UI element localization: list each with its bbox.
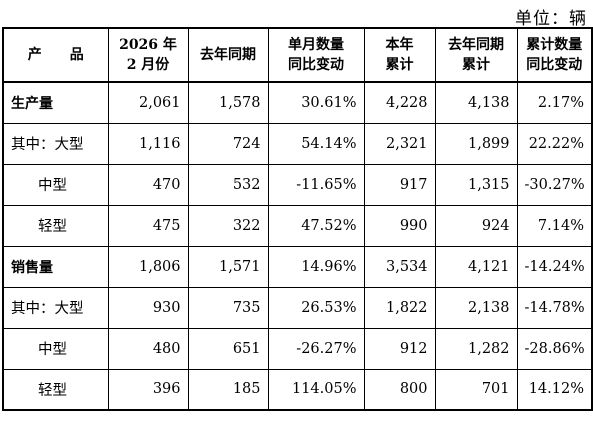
row-label: 其中：大型 — [2, 122, 109, 165]
cell-feb: 1,806 — [107, 245, 189, 288]
cell-ytd: 4,228 — [363, 81, 436, 124]
cell-last-year-ytd: 1,282 — [434, 327, 518, 370]
cell-last-year: 532 — [187, 163, 269, 206]
cell-month-yoy: 26.53% — [267, 286, 365, 329]
cell-last-year-ytd: 924 — [434, 204, 518, 247]
header-row: 产 品 2026 年 2 月份 去年同期 单月数量 同比变动 本年 累计 去年同… — [2, 27, 593, 83]
table-row-production: 生产量 2,061 1,578 30.61% 4,228 4,138 2.17% — [2, 81, 593, 124]
row-label: 轻型 — [2, 204, 109, 247]
cell-month-yoy: 114.05% — [267, 368, 365, 411]
cell-feb: 1,116 — [107, 122, 189, 165]
cell-last-year: 651 — [187, 327, 269, 370]
cell-last-year-ytd: 1,899 — [434, 122, 518, 165]
cell-month-yoy: -26.27% — [267, 327, 365, 370]
cell-feb: 930 — [107, 286, 189, 329]
header-product: 产 品 — [2, 27, 109, 83]
table-row-production-large: 其中：大型 1,116 724 54.14% 2,321 1,899 22.22… — [2, 122, 593, 165]
cell-ytd-yoy: -14.78% — [516, 286, 593, 329]
row-label: 中型 — [2, 327, 109, 370]
cell-last-year-ytd: 1,315 — [434, 163, 518, 206]
cell-month-yoy: 30.61% — [267, 81, 365, 124]
row-label: 轻型 — [2, 368, 109, 411]
row-label: 销售量 — [2, 245, 109, 288]
cell-ytd: 990 — [363, 204, 436, 247]
header-last-year-ytd: 去年同期 累计 — [434, 27, 518, 83]
header-month-yoy: 单月数量 同比变动 — [267, 27, 365, 83]
row-label: 其中：大型 — [2, 286, 109, 329]
cell-month-yoy: 47.52% — [267, 204, 365, 247]
header-last-year: 去年同期 — [187, 27, 269, 83]
cell-ytd: 1,822 — [363, 286, 436, 329]
table-row-sales-large: 其中：大型 930 735 26.53% 1,822 2,138 -14.78% — [2, 286, 593, 329]
cell-last-year-ytd: 701 — [434, 368, 518, 411]
production-sales-table: 产 品 2026 年 2 月份 去年同期 单月数量 同比变动 本年 累计 去年同… — [2, 27, 593, 411]
cell-last-year-ytd: 2,138 — [434, 286, 518, 329]
cell-ytd: 917 — [363, 163, 436, 206]
unit-label: 单位：辆 — [515, 9, 587, 29]
cell-ytd-yoy: 2.17% — [516, 81, 593, 124]
cell-last-year-ytd: 4,138 — [434, 81, 518, 124]
header-ytd: 本年 累计 — [363, 27, 436, 83]
cell-ytd-yoy: 14.12% — [516, 368, 593, 411]
header-ytd-yoy: 累计数量 同比变动 — [516, 27, 593, 83]
cell-ytd: 912 — [363, 327, 436, 370]
cell-month-yoy: 54.14% — [267, 122, 365, 165]
cell-ytd-yoy: -28.86% — [516, 327, 593, 370]
cell-ytd: 800 — [363, 368, 436, 411]
table-row-sales: 销售量 1,806 1,571 14.96% 3,534 4,121 -14.2… — [2, 245, 593, 288]
cell-feb: 475 — [107, 204, 189, 247]
cell-last-year-ytd: 4,121 — [434, 245, 518, 288]
table-row-production-medium: 中型 470 532 -11.65% 917 1,315 -30.27% — [2, 163, 593, 206]
cell-month-yoy: 14.96% — [267, 245, 365, 288]
cell-ytd: 2,321 — [363, 122, 436, 165]
header-feb: 2026 年 2 月份 — [107, 27, 189, 83]
cell-ytd-yoy: -30.27% — [516, 163, 593, 206]
cell-last-year: 185 — [187, 368, 269, 411]
cell-ytd-yoy: 7.14% — [516, 204, 593, 247]
cell-feb: 396 — [107, 368, 189, 411]
cell-feb: 2,061 — [107, 81, 189, 124]
cell-last-year: 735 — [187, 286, 269, 329]
table-row-sales-light: 轻型 396 185 114.05% 800 701 14.12% — [2, 368, 593, 411]
cell-last-year: 724 — [187, 122, 269, 165]
cell-ytd-yoy: 22.22% — [516, 122, 593, 165]
cell-last-year: 1,578 — [187, 81, 269, 124]
row-label: 中型 — [2, 163, 109, 206]
cell-month-yoy: -11.65% — [267, 163, 365, 206]
cell-last-year: 322 — [187, 204, 269, 247]
cell-last-year: 1,571 — [187, 245, 269, 288]
cell-ytd-yoy: -14.24% — [516, 245, 593, 288]
cell-feb: 470 — [107, 163, 189, 206]
cell-ytd: 3,534 — [363, 245, 436, 288]
table-row-sales-medium: 中型 480 651 -26.27% 912 1,282 -28.86% — [2, 327, 593, 370]
cell-feb: 480 — [107, 327, 189, 370]
table-row-production-light: 轻型 475 322 47.52% 990 924 7.14% — [2, 204, 593, 247]
row-label: 生产量 — [2, 81, 109, 124]
